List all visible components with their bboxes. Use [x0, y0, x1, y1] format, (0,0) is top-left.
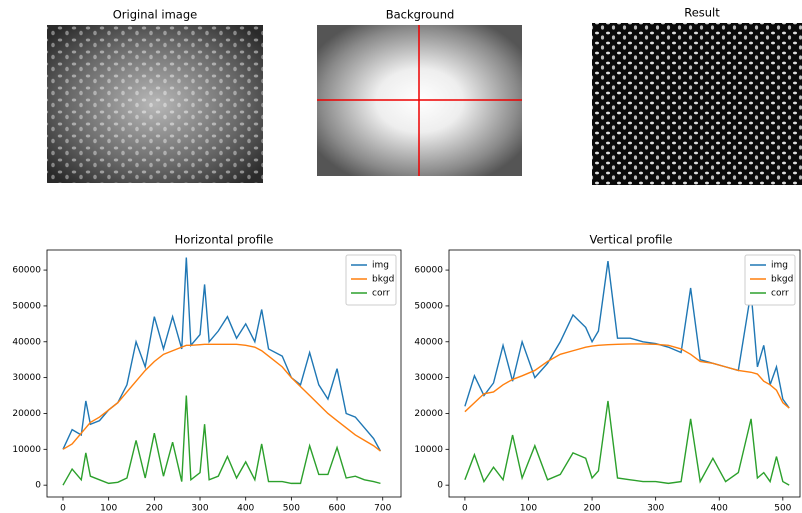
legend-label: bkgd [372, 275, 394, 285]
legend-label: img [372, 261, 389, 271]
x-tick-label: 0 [462, 504, 468, 513]
y-tick-label: 50000 [12, 301, 41, 311]
x-tick-label: 600 [328, 504, 345, 513]
x-tick-label: 400 [711, 504, 728, 513]
y-tick-label: 30000 [12, 373, 41, 383]
y-tick-label: 30000 [414, 373, 443, 383]
y-tick-label: 20000 [12, 409, 41, 419]
axes-frame [46, 249, 402, 498]
x-tick-label: 500 [774, 504, 791, 513]
image-title: Result [684, 6, 720, 20]
line-series [62, 343, 381, 452]
image-title: Background [386, 8, 455, 22]
y-tick-label: 0 [35, 481, 41, 491]
y-tick-label: 60000 [12, 266, 41, 276]
line-series [62, 257, 382, 452]
line-series [464, 343, 790, 413]
axes-frame [448, 249, 801, 498]
x-tick-label: 200 [583, 504, 600, 513]
x-tick-label: 500 [283, 504, 300, 513]
image-texture [47, 25, 263, 183]
y-tick-label: 40000 [414, 337, 443, 347]
x-tick-label: 300 [191, 504, 208, 513]
image-title: Original image [113, 8, 197, 22]
x-tick-label: 700 [374, 504, 391, 513]
legend-label: img [771, 261, 788, 271]
y-tick-label: 60000 [414, 266, 443, 276]
legend-label: corr [771, 289, 789, 299]
y-tick-label: 0 [437, 481, 443, 491]
line-series [464, 400, 790, 486]
x-tick-label: 200 [146, 504, 163, 513]
legend-label: corr [372, 289, 390, 299]
y-tick-label: 10000 [12, 445, 41, 455]
x-tick-label: 0 [60, 504, 66, 513]
x-tick-label: 100 [100, 504, 117, 513]
y-tick-label: 50000 [414, 301, 443, 311]
y-tick-label: 20000 [414, 409, 443, 419]
chart-title: Horizontal profile [175, 233, 274, 247]
y-tick-label: 10000 [414, 445, 443, 455]
legend-label: bkgd [771, 275, 793, 285]
chart-title: Vertical profile [589, 233, 672, 247]
x-tick-label: 100 [520, 504, 537, 513]
y-tick-label: 40000 [12, 337, 41, 347]
line-series [464, 261, 790, 409]
line-series [62, 395, 381, 486]
x-tick-label: 300 [647, 504, 664, 513]
x-tick-label: 400 [237, 504, 254, 513]
image-texture [592, 23, 802, 185]
